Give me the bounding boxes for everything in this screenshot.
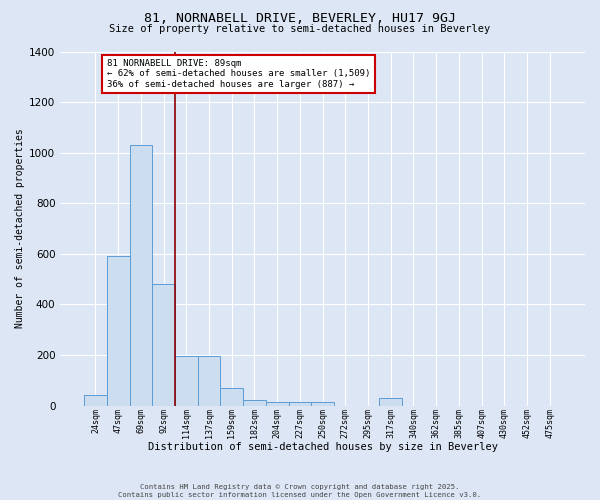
Bar xyxy=(152,284,175,406)
Bar xyxy=(130,145,152,406)
Bar xyxy=(84,396,107,406)
Text: Size of property relative to semi-detached houses in Beverley: Size of property relative to semi-detach… xyxy=(109,24,491,34)
Bar xyxy=(243,400,266,406)
Bar xyxy=(311,402,334,406)
Text: Contains HM Land Registry data © Crown copyright and database right 2025.
Contai: Contains HM Land Registry data © Crown c… xyxy=(118,484,482,498)
Y-axis label: Number of semi-detached properties: Number of semi-detached properties xyxy=(15,128,25,328)
X-axis label: Distribution of semi-detached houses by size in Beverley: Distribution of semi-detached houses by … xyxy=(148,442,497,452)
Bar xyxy=(198,356,220,406)
Bar xyxy=(289,402,311,406)
Bar xyxy=(175,356,198,406)
Text: 81 NORNABELL DRIVE: 89sqm
← 62% of semi-detached houses are smaller (1,509)
36% : 81 NORNABELL DRIVE: 89sqm ← 62% of semi-… xyxy=(107,59,370,89)
Bar xyxy=(266,402,289,406)
Bar xyxy=(220,388,243,406)
Text: 81, NORNABELL DRIVE, BEVERLEY, HU17 9GJ: 81, NORNABELL DRIVE, BEVERLEY, HU17 9GJ xyxy=(144,12,456,26)
Bar xyxy=(379,398,402,406)
Bar xyxy=(107,256,130,406)
